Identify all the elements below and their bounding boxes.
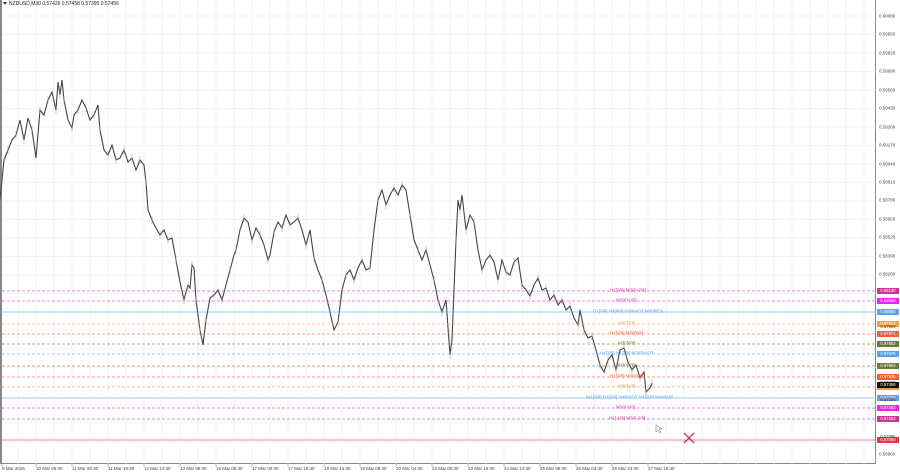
price-axis-label: 0.60080 <box>879 13 896 19</box>
level-label: M30[5/8] <box>618 340 636 346</box>
time-axis-label: 11 Mar 19:30 <box>108 466 135 471</box>
price-tag: 0.57096 <box>880 434 896 439</box>
level-price-tag: 0.58060 <box>877 298 899 304</box>
current-price-tag: 0.57456 <box>877 382 899 388</box>
level-price-tag: 0.57802 <box>877 341 899 347</box>
chart-plot-area[interactable] <box>0 0 876 464</box>
price-axis-label: 0.59950 <box>879 31 896 37</box>
level-label: M30[-1/8] <box>616 404 636 410</box>
price-axis-label: 0.59170 <box>879 142 896 148</box>
time-axis-label: 26 Mar 23:30 <box>612 466 639 471</box>
level-label: H1[3/8] M30[+2/8] <box>610 287 646 293</box>
time-axis-label: 27 Mar 18:30 <box>648 466 675 471</box>
mouse-cursor-icon <box>655 424 663 434</box>
symbol-info-text: NZDUSD,M30 0.57426 0.57458 0.57395 0.574… <box>9 1 119 7</box>
time-axis-label: 17 Mar 19:30 <box>288 466 315 471</box>
level-price-tag: 0.57871 <box>877 331 899 337</box>
close-x-marker-icon[interactable] <box>683 432 695 444</box>
price-axis-label: 0.58260 <box>879 271 896 277</box>
time-axis-label: 18 Mar 14:30 <box>324 466 351 471</box>
time-axis-label: 12 Mar 14:30 <box>144 466 171 471</box>
level-label: W1[3/8] D1[2/8] H4PIVOT H1SUP M30SUP <box>586 394 674 400</box>
price-axis-label: 0.59040 <box>879 161 896 167</box>
price-axis-label: 0.59820 <box>879 50 896 56</box>
price-axis-label: 0.59690 <box>879 68 896 74</box>
price-axis-label: 0.58780 <box>879 197 896 203</box>
level-price-tag: 0.57060 <box>877 437 899 443</box>
time-axis-label: 23 Mar 19:30 <box>468 466 495 471</box>
price-axis-label: 0.58910 <box>879 179 896 185</box>
price-tag: 0.57909 <box>880 324 896 329</box>
symbol-info-bar[interactable]: NZDUSD,M30 0.57426 0.57458 0.57395 0.574… <box>3 1 119 7</box>
time-axis-label: 23 Mar 00:30 <box>432 466 459 471</box>
level-price-tag: 0.57535 <box>877 374 899 380</box>
time-axis-label: 25 Mar 09:30 <box>540 466 567 471</box>
level-label: H1[-1/8] M30[-2/8] <box>609 415 646 421</box>
price-axis-label: 0.58520 <box>879 234 896 240</box>
level-label: M30[1/8] <box>618 383 636 389</box>
level-label: M30[3/8] <box>618 362 636 368</box>
time-axis-label: 10 Mar 05:30 <box>36 466 63 471</box>
time-axis-label: 26 Mar 04:30 <box>576 466 603 471</box>
time-axis-label: 16 Mar 05:30 <box>216 466 243 471</box>
level-label: H1[1/8] M30[2/8] <box>610 373 644 379</box>
level-price-tag: 0.57603 <box>877 363 899 369</box>
time-axis-label: 13 Mar 09:30 <box>180 466 207 471</box>
price-axis-label: 0.59560 <box>879 87 896 93</box>
level-price-tag: 0.58130 <box>877 288 899 294</box>
level-label: H1[2/8] M30[6/8] <box>610 330 644 336</box>
time-axis-label: 19 Mar 09:30 <box>360 466 387 471</box>
level-price-tag: 0.58000 <box>877 309 899 315</box>
price-axis-label: 0.59430 <box>879 105 896 111</box>
time-axis-label: 9 Mar 2026 <box>2 466 25 471</box>
time-axis-label: 17 Mar 00:30 <box>252 466 279 471</box>
level-price-tag: 0.57322 <box>877 395 899 401</box>
level-label: D1[3/8] H4[8/8] H1PIVOT M30RES <box>593 308 663 314</box>
level-label: H4[7/8] H1[1/8] M30PIVOT <box>600 350 654 356</box>
price-axis-label: 0.56960 <box>879 451 896 457</box>
time-axis-label: 24 Mar 14:30 <box>504 466 531 471</box>
price-axis-label: 0.59300 <box>879 124 896 130</box>
level-label: M30[7/8] <box>618 320 636 326</box>
time-axis-label: 20 Mar 04:30 <box>396 466 423 471</box>
level-price-tag: 0.57263 <box>877 405 899 411</box>
time-axis-label: 11 Mar 00:30 <box>72 466 99 471</box>
price-axis-label: 0.58390 <box>879 253 896 259</box>
level-label: M30[+1/8] <box>616 297 637 303</box>
price-tag: 0.57306 <box>880 397 896 402</box>
price-axis-label: 0.58650 <box>879 216 896 222</box>
collapse-triangle-icon[interactable] <box>3 2 7 6</box>
level-price-tag: 0.57676 <box>877 351 899 357</box>
level-price-tag: 0.57923 <box>877 321 899 327</box>
chart-left-border <box>0 0 2 464</box>
level-price-tag: 0.57202 <box>877 416 899 422</box>
